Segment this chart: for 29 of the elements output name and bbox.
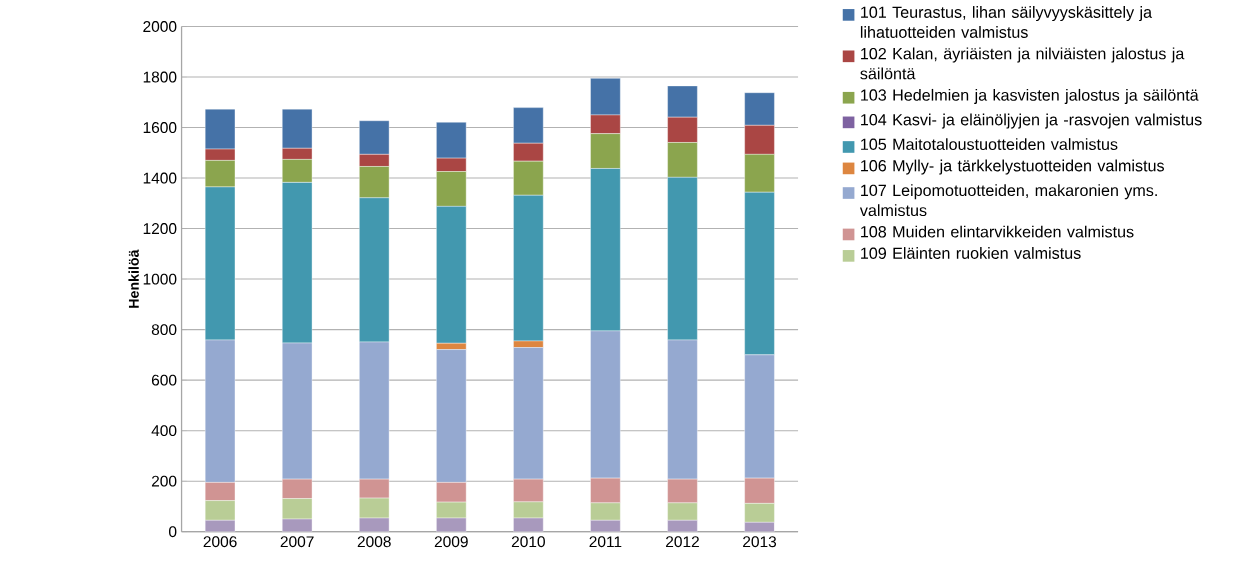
x-tick-label: 2008 — [357, 536, 391, 548]
x-tick-label: 2007 — [280, 536, 314, 548]
y-tick-label: 800 — [151, 324, 177, 336]
legend-label: 109 Eläinten ruokien valmistus — [861, 247, 1081, 259]
y-tick-label: 1800 — [143, 71, 177, 83]
y-tick-label: 600 — [151, 374, 177, 386]
legend-label: 108 Muiden elintarvikkeiden valmistus — [861, 225, 1134, 238]
x-tick-label: 2013 — [743, 536, 777, 548]
legend-label: 105 Maitotaloustuotteiden valmistus — [861, 138, 1118, 150]
y-tick-label: 200 — [151, 475, 177, 487]
legend-label: 102 Kalan, äyriäisten ja nilviäisten jalostus ja säilöntä — [860, 47, 1185, 80]
y-tick-label: 400 — [151, 425, 177, 437]
y-axis-title: Henkilöä — [128, 249, 139, 308]
y-tick-label: 2000 — [143, 21, 177, 32]
y-tick-label: 1200 — [143, 223, 177, 235]
x-tick-label: 2006 — [203, 536, 237, 548]
x-tick-label: 2010 — [511, 536, 545, 548]
legend-label: 107 Leipomotuotteiden, makaronien yms. valmistus — [859, 184, 1157, 217]
y-tick-label: 1600 — [143, 122, 177, 133]
legend-label: 101 Teurastus, lihan säilyvyyskäsittely ja lihatuotteiden valmistus — [860, 6, 1153, 38]
y-tick-label: 0 — [169, 526, 177, 538]
y-tick-label: 1000 — [143, 273, 177, 285]
x-tick-label: 2012 — [666, 536, 699, 548]
legend-label: 103 Hedelmien ja kasvisten jalostus ja säilöntä — [861, 88, 1199, 104]
legend-label: 106 Mylly- ja tärkkelystuotteiden valmistus — [861, 159, 1164, 175]
x-tick-label: 2009 — [434, 536, 468, 548]
x-tick-label: 2011 — [589, 536, 622, 548]
legend-label: 104 Kasvi- ja eläinöljyjen ja -rasvojen valmistus — [861, 113, 1202, 129]
y-tick-label: 1400 — [143, 172, 177, 184]
